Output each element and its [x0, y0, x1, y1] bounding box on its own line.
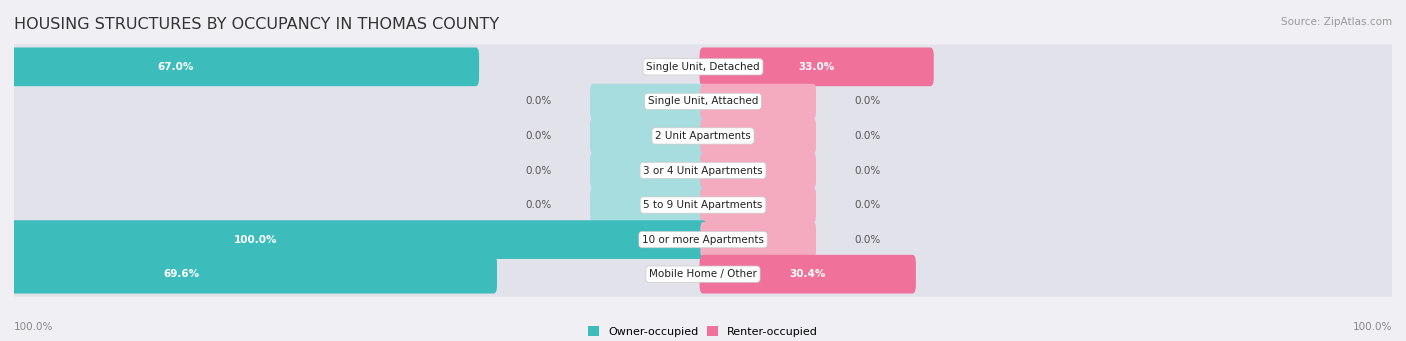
Text: 5 to 9 Unit Apartments: 5 to 9 Unit Apartments: [644, 200, 762, 210]
Text: Mobile Home / Other: Mobile Home / Other: [650, 269, 756, 279]
Text: 3 or 4 Unit Apartments: 3 or 4 Unit Apartments: [643, 165, 763, 176]
Text: 100.0%: 100.0%: [233, 235, 277, 244]
Text: Single Unit, Attached: Single Unit, Attached: [648, 97, 758, 106]
FancyBboxPatch shape: [10, 114, 1396, 159]
Text: Source: ZipAtlas.com: Source: ZipAtlas.com: [1281, 17, 1392, 27]
Text: HOUSING STRUCTURES BY OCCUPANCY IN THOMAS COUNTY: HOUSING STRUCTURES BY OCCUPANCY IN THOMA…: [14, 17, 499, 32]
Text: 0.0%: 0.0%: [526, 131, 551, 141]
FancyBboxPatch shape: [10, 44, 1396, 89]
Text: 0.0%: 0.0%: [526, 97, 551, 106]
FancyBboxPatch shape: [11, 47, 479, 86]
FancyBboxPatch shape: [700, 153, 815, 188]
FancyBboxPatch shape: [700, 188, 815, 223]
FancyBboxPatch shape: [10, 217, 1396, 262]
Text: 2 Unit Apartments: 2 Unit Apartments: [655, 131, 751, 141]
Text: 0.0%: 0.0%: [855, 200, 880, 210]
FancyBboxPatch shape: [700, 255, 915, 294]
FancyBboxPatch shape: [10, 252, 1396, 297]
FancyBboxPatch shape: [591, 188, 706, 223]
Text: 100.0%: 100.0%: [14, 322, 53, 332]
FancyBboxPatch shape: [10, 182, 1396, 227]
Text: 33.0%: 33.0%: [799, 62, 835, 72]
FancyBboxPatch shape: [700, 47, 934, 86]
FancyBboxPatch shape: [700, 84, 815, 119]
FancyBboxPatch shape: [591, 118, 706, 153]
FancyBboxPatch shape: [591, 84, 706, 119]
Text: 0.0%: 0.0%: [526, 200, 551, 210]
Text: 0.0%: 0.0%: [855, 131, 880, 141]
Text: 0.0%: 0.0%: [855, 235, 880, 244]
FancyBboxPatch shape: [700, 222, 815, 257]
FancyBboxPatch shape: [11, 255, 496, 294]
Text: 30.4%: 30.4%: [790, 269, 825, 279]
Text: Single Unit, Detached: Single Unit, Detached: [647, 62, 759, 72]
Text: 0.0%: 0.0%: [855, 97, 880, 106]
Legend: Owner-occupied, Renter-occupied: Owner-occupied, Renter-occupied: [583, 322, 823, 341]
Text: 67.0%: 67.0%: [157, 62, 194, 72]
FancyBboxPatch shape: [700, 118, 815, 153]
Text: 69.6%: 69.6%: [165, 269, 200, 279]
FancyBboxPatch shape: [10, 79, 1396, 124]
FancyBboxPatch shape: [591, 153, 706, 188]
Text: 0.0%: 0.0%: [855, 165, 880, 176]
Text: 10 or more Apartments: 10 or more Apartments: [643, 235, 763, 244]
Text: 100.0%: 100.0%: [1353, 322, 1392, 332]
Text: 0.0%: 0.0%: [526, 165, 551, 176]
FancyBboxPatch shape: [10, 148, 1396, 193]
FancyBboxPatch shape: [11, 220, 706, 259]
